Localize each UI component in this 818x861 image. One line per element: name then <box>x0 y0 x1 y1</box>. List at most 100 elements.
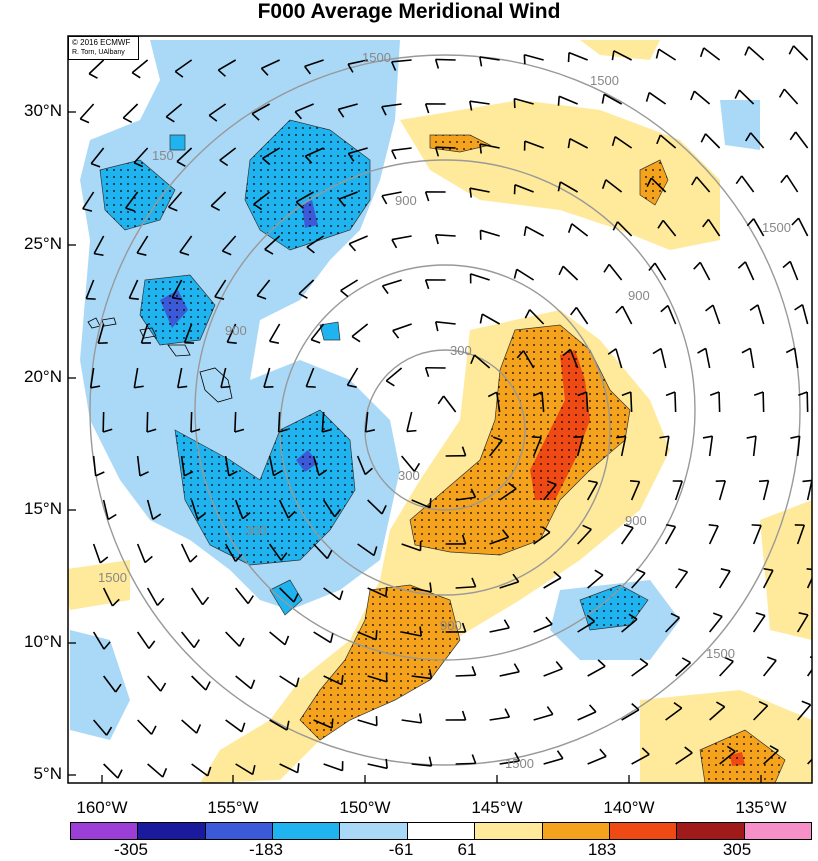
wind-barb-flag <box>744 46 750 56</box>
wind-barb-flag <box>524 309 531 319</box>
wind-barb-flag <box>189 554 198 563</box>
wind-barb <box>136 631 150 649</box>
wind-barb-flag <box>217 69 226 77</box>
wind-barb-flag <box>168 206 178 212</box>
wind-barb <box>298 279 315 295</box>
wind-barb <box>93 719 108 736</box>
wind-barb <box>323 675 343 686</box>
wind-barb-flag <box>665 523 676 528</box>
wind-barb-flag <box>88 73 98 79</box>
wind-barb-flag <box>763 567 774 572</box>
wind-barb-flag <box>479 56 483 67</box>
wind-barb-flag <box>512 573 520 583</box>
wind-barb-flag <box>508 482 517 490</box>
wind-barb <box>514 97 534 105</box>
wind-barb <box>90 147 105 165</box>
wind-barb-flag <box>469 101 473 111</box>
wind-barb <box>381 103 402 108</box>
wind-barb-flag <box>304 155 313 164</box>
wind-barb <box>495 392 501 413</box>
wind-barb-flag <box>318 469 328 476</box>
wind-barb-flag <box>95 471 105 477</box>
wind-barb-flag <box>697 347 707 354</box>
wind-barb-flag <box>90 162 101 168</box>
wind-barb <box>797 217 809 237</box>
credit-line: © 2016 ECMWF <box>72 38 131 47</box>
wind-barb <box>225 719 243 733</box>
wind-barb <box>269 719 288 731</box>
wind-barb <box>587 665 606 677</box>
lon-label: 145°W <box>471 798 523 817</box>
wind-barb <box>92 455 97 476</box>
wind-barb <box>752 615 766 633</box>
wind-barb <box>762 391 765 413</box>
wind-barb <box>699 261 711 281</box>
wind-barb-flag <box>304 65 312 75</box>
wind-barb <box>306 235 325 248</box>
wind-barb-flag <box>107 513 117 521</box>
wind-barb-flag <box>766 656 777 662</box>
wind-barb <box>571 223 589 237</box>
wind-barb-flag <box>513 269 518 279</box>
wind-barb <box>621 618 638 633</box>
wind-barb-flag <box>709 391 720 397</box>
wind-barb <box>385 367 403 382</box>
wind-barb-flag <box>381 285 389 295</box>
wind-barb <box>214 279 227 298</box>
wind-barb-flag <box>594 569 604 576</box>
contour-label: 1500 <box>505 756 534 771</box>
wind-barb <box>792 45 809 61</box>
wind-barb-flag <box>122 117 133 124</box>
wind-barb-flag <box>562 348 571 357</box>
wind-barb <box>499 760 520 765</box>
wind-barb <box>654 262 667 281</box>
wind-barb <box>224 455 230 476</box>
wind-barb-flag <box>103 641 111 650</box>
lat-label: 15°N <box>24 499 62 518</box>
wind-barb <box>543 668 563 677</box>
wind-barb <box>220 367 227 388</box>
wind-barb <box>543 483 557 501</box>
wind-barb-flag <box>639 658 649 665</box>
wind-barb <box>208 103 227 117</box>
wind-barb <box>305 147 324 157</box>
wind-barb-flag <box>636 568 646 574</box>
wind-barb <box>499 671 520 677</box>
wind-barb <box>541 392 545 413</box>
wind-barb <box>473 354 491 369</box>
wind-barb <box>167 191 183 208</box>
wind-barb-flag <box>504 708 511 718</box>
wind-barb-flag <box>413 462 421 472</box>
colorbar-segment <box>138 823 206 839</box>
wind-barb-flag <box>273 470 283 477</box>
wind-barb <box>621 305 633 325</box>
wind-barb-flag <box>256 294 267 300</box>
wind-barb <box>176 147 193 163</box>
wind-barb <box>569 138 589 149</box>
wind-barb-flag <box>419 626 423 637</box>
wind-barb-flag <box>381 106 387 116</box>
wind-barb-flag <box>86 297 96 300</box>
wind-barb <box>489 627 510 633</box>
wind-barb <box>435 58 456 61</box>
wind-barb-flag <box>798 612 809 616</box>
colorbar-segment <box>273 823 341 839</box>
wind-barb <box>234 499 244 519</box>
wind-barb-flag <box>340 675 344 685</box>
wind-barb <box>695 176 711 193</box>
colorbar-segment <box>542 823 610 839</box>
wind-barb-flag <box>612 221 619 231</box>
wind-barb-flag <box>338 198 346 207</box>
wind-barb <box>470 273 490 281</box>
wind-barb <box>749 348 755 369</box>
wind-barb <box>718 391 721 413</box>
wind-barb <box>401 631 422 637</box>
wind-barb-flag <box>385 380 395 387</box>
wind-barb <box>174 59 193 73</box>
wind-barb <box>455 674 476 677</box>
wind-barb-flag <box>702 435 713 439</box>
wind-barb <box>262 147 281 160</box>
wind-barb <box>793 348 799 369</box>
wind-barb-flag <box>789 131 797 141</box>
